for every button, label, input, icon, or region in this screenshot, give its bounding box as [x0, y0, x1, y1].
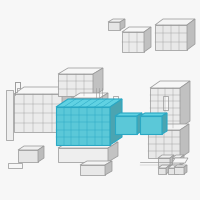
Polygon shape: [180, 81, 190, 128]
Circle shape: [84, 100, 92, 108]
Polygon shape: [148, 130, 180, 158]
Polygon shape: [180, 155, 184, 166]
Polygon shape: [58, 74, 93, 96]
Polygon shape: [122, 32, 144, 52]
Polygon shape: [56, 107, 110, 145]
Polygon shape: [105, 161, 112, 175]
Polygon shape: [168, 165, 182, 168]
Polygon shape: [120, 19, 125, 30]
Polygon shape: [100, 93, 108, 116]
Polygon shape: [108, 19, 125, 22]
Polygon shape: [58, 142, 118, 148]
Polygon shape: [108, 22, 120, 30]
Polygon shape: [148, 124, 189, 130]
Polygon shape: [158, 168, 166, 174]
Polygon shape: [168, 168, 178, 174]
Polygon shape: [180, 124, 189, 158]
Polygon shape: [144, 27, 151, 52]
Polygon shape: [150, 88, 180, 128]
Polygon shape: [113, 96, 118, 110]
Polygon shape: [115, 113, 142, 116]
Polygon shape: [172, 158, 188, 163]
Polygon shape: [158, 158, 170, 166]
Polygon shape: [38, 146, 44, 162]
Polygon shape: [80, 165, 105, 175]
Polygon shape: [93, 68, 103, 96]
Polygon shape: [6, 90, 13, 140]
Polygon shape: [155, 25, 187, 50]
Polygon shape: [80, 161, 112, 165]
Polygon shape: [72, 98, 100, 116]
Polygon shape: [58, 148, 108, 162]
Polygon shape: [110, 99, 122, 145]
Polygon shape: [137, 113, 142, 134]
Polygon shape: [108, 142, 118, 162]
Polygon shape: [184, 165, 187, 174]
Polygon shape: [140, 113, 167, 116]
Polygon shape: [155, 19, 195, 25]
Polygon shape: [140, 116, 162, 134]
Polygon shape: [72, 93, 108, 98]
Polygon shape: [58, 68, 103, 74]
Polygon shape: [150, 81, 190, 88]
Polygon shape: [158, 165, 170, 168]
Polygon shape: [172, 155, 184, 158]
Polygon shape: [174, 167, 184, 174]
Polygon shape: [163, 96, 168, 110]
Polygon shape: [158, 155, 174, 158]
Polygon shape: [122, 27, 151, 32]
Polygon shape: [18, 150, 38, 162]
Polygon shape: [115, 116, 137, 134]
Polygon shape: [178, 165, 182, 174]
Polygon shape: [162, 113, 167, 134]
Polygon shape: [174, 165, 187, 167]
Polygon shape: [14, 87, 72, 94]
Polygon shape: [18, 146, 44, 150]
Polygon shape: [172, 158, 180, 166]
Polygon shape: [8, 163, 22, 168]
Polygon shape: [14, 94, 62, 132]
Polygon shape: [166, 165, 170, 174]
Polygon shape: [170, 155, 174, 166]
Polygon shape: [62, 87, 72, 132]
Polygon shape: [15, 82, 20, 92]
Polygon shape: [56, 99, 122, 107]
Polygon shape: [187, 19, 195, 50]
